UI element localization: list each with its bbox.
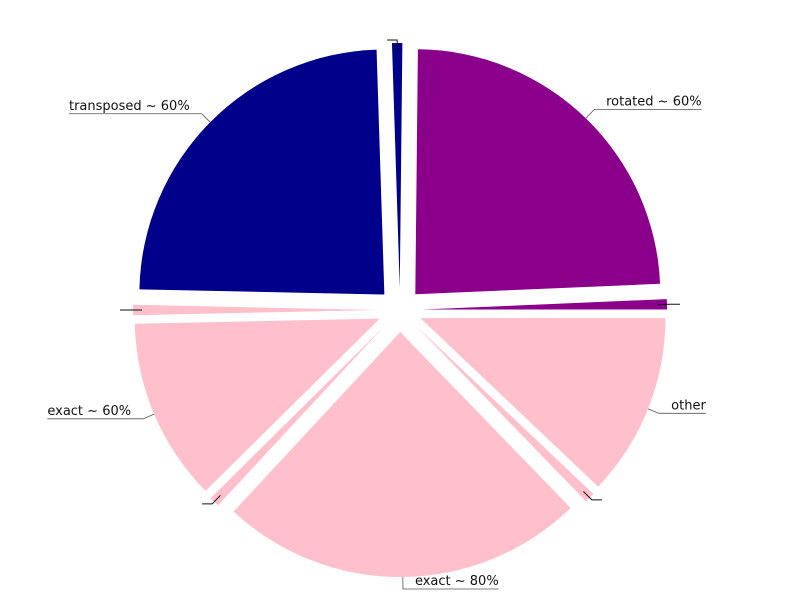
pie-slice xyxy=(134,318,380,491)
pie-slice xyxy=(233,331,571,577)
pie-slices xyxy=(133,43,667,577)
small-slice-marker xyxy=(202,494,221,505)
label-leader xyxy=(189,113,211,123)
pie-slice xyxy=(210,325,385,506)
pie-slice xyxy=(391,43,403,289)
pie-slice xyxy=(421,299,667,310)
slice-label: other xyxy=(671,398,706,413)
slice-label: exact ~ 80% xyxy=(415,574,499,589)
label-leader xyxy=(131,413,155,420)
label-leader xyxy=(647,408,672,414)
pie-slice xyxy=(415,325,594,502)
small-slice-marker xyxy=(583,491,602,501)
slice-label: transposed ~ 60% xyxy=(69,99,190,114)
label-leader xyxy=(402,576,415,590)
slice-label: rotated ~ 60% xyxy=(606,95,701,110)
label-leader xyxy=(585,109,607,119)
pie-slice xyxy=(139,49,385,295)
pie-labels: other exact ~ 80% exact ~ 60% transposed ~ … xyxy=(47,39,706,590)
pie-slice xyxy=(415,49,661,295)
pie-slice xyxy=(420,318,666,487)
pie-slice xyxy=(133,304,378,316)
slice-label: exact ~ 60% xyxy=(47,404,131,419)
small-slice-marker xyxy=(387,39,398,53)
